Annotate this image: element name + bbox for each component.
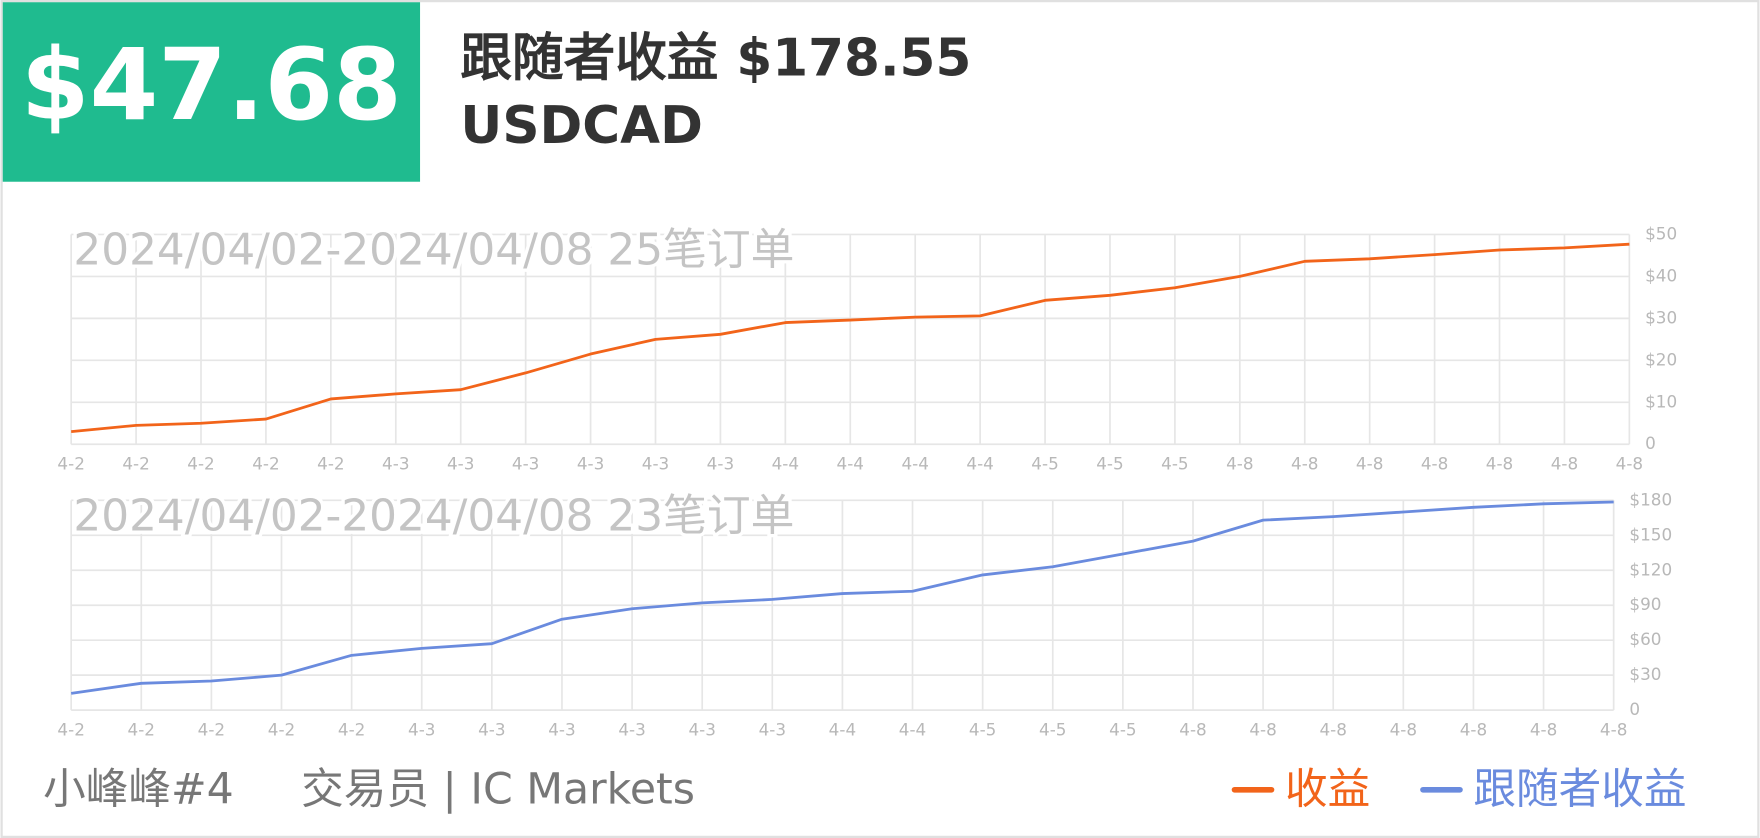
x-tick-label: 4-2: [57, 453, 84, 473]
x-tick-label: 4-3: [382, 453, 409, 473]
x-tick-label: 4-3: [642, 453, 669, 473]
trader-name: 小峰峰#4: [43, 765, 234, 815]
y-tick-label: 0: [1645, 433, 1656, 453]
x-tick-label: 4-8: [1179, 719, 1206, 739]
amount-box: [2, 2, 421, 182]
x-tick-label: 4-2: [252, 453, 279, 473]
y-tick-label: $180: [1629, 489, 1672, 509]
line-series: [70, 500, 1614, 695]
x-tick-label: 4-3: [512, 453, 539, 473]
x-tick-label: 4-5: [969, 719, 996, 739]
x-tick-label: 4-8: [1356, 453, 1383, 473]
y-tick-label: $40: [1645, 265, 1677, 285]
x-tick-label: 4-3: [447, 453, 474, 473]
x-tick-label: 4-5: [1096, 453, 1123, 473]
legend-label: 跟随者收益: [1473, 765, 1686, 815]
y-tick-label: $90: [1629, 594, 1661, 614]
x-tick-label: 4-3: [759, 719, 786, 739]
line-series: [71, 242, 1630, 434]
x-tick-label: 4-4: [837, 453, 864, 473]
x-tick-label: 4-4: [772, 453, 799, 473]
y-tick-label: $30: [1645, 307, 1677, 327]
x-tick-label: 4-3: [408, 719, 435, 739]
x-tick-label: 4-8: [1530, 719, 1557, 739]
x-tick-label: 4-4: [966, 453, 993, 473]
x-tick-label: 4-3: [548, 719, 575, 739]
x-tick-label: 4-4: [899, 719, 926, 739]
x-tick-label: 4-8: [1600, 719, 1627, 739]
x-tick-label: 4-3: [688, 719, 715, 739]
y-tick-label: $60: [1629, 629, 1661, 649]
x-tick-label: 4-5: [1031, 453, 1058, 473]
x-tick-label: 4-8: [1460, 719, 1487, 739]
y-tick-label: $30: [1629, 664, 1661, 684]
chart-subtitle: 2024/04/02-2024/04/08 23笔订单: [73, 490, 794, 541]
trader-role: 交易员 | IC Markets: [301, 765, 695, 815]
x-tick-label: 4-3: [577, 453, 604, 473]
x-tick-label: 4-2: [198, 719, 225, 739]
x-tick-label: 4-2: [317, 453, 344, 473]
legend: 收益 跟随者收益: [1231, 765, 1687, 815]
x-tick-label: 4-8: [1390, 719, 1417, 739]
x-tick-label: 4-2: [57, 719, 84, 739]
y-tick-label: $50: [1645, 223, 1677, 243]
x-tick-label: 4-4: [829, 719, 856, 739]
legend-label: 收益: [1285, 765, 1370, 815]
x-tick-label: 4-2: [268, 719, 295, 739]
amount: $47.68: [21, 28, 402, 143]
x-tick-label: 4-2: [187, 453, 214, 473]
x-tick-label: 4-8: [1486, 453, 1513, 473]
x-tick-label: 4-2: [128, 719, 155, 739]
x-tick-label: 4-2: [122, 453, 149, 473]
y-tick-label: 0: [1629, 699, 1640, 719]
title: 跟随者收益 $178.55: [460, 29, 971, 89]
charts: 4-2 4-2 4-2 4-2 4-2 4-3 4-3 4-3 4-3 4-3 4-3 4-4 4-4 4…: [57, 221, 1677, 739]
chart-subtitle: 2024/04/02-2024/04/08 25笔订单: [73, 224, 794, 275]
x-tick-label: 4-3: [618, 719, 645, 739]
x-tick-label: 4-8: [1226, 453, 1253, 473]
x-tick-label: 4-5: [1109, 719, 1136, 739]
y-tick-label: $10: [1645, 391, 1677, 411]
x-tick-label: 4-4: [901, 453, 928, 473]
y-tick-label: $120: [1629, 559, 1672, 579]
x-tick-label: 4-8: [1249, 719, 1276, 739]
x-tick-label: 4-3: [707, 453, 734, 473]
x-tick-label: 4-8: [1551, 453, 1578, 473]
x-tick-label: 4-8: [1421, 453, 1448, 473]
x-tick-label: 4-2: [338, 719, 365, 739]
x-tick-label: 4-5: [1161, 453, 1188, 473]
x-tick-label: 4-8: [1319, 719, 1346, 739]
x-tick-label: 4-3: [478, 719, 505, 739]
x-tick-label: 4-8: [1616, 453, 1643, 473]
y-tick-label: $150: [1629, 524, 1672, 544]
symbol: USDCAD: [460, 96, 703, 156]
y-tick-label: $20: [1645, 349, 1677, 369]
x-tick-label: 4-8: [1291, 453, 1318, 473]
x-tick-label: 4-5: [1039, 719, 1066, 739]
